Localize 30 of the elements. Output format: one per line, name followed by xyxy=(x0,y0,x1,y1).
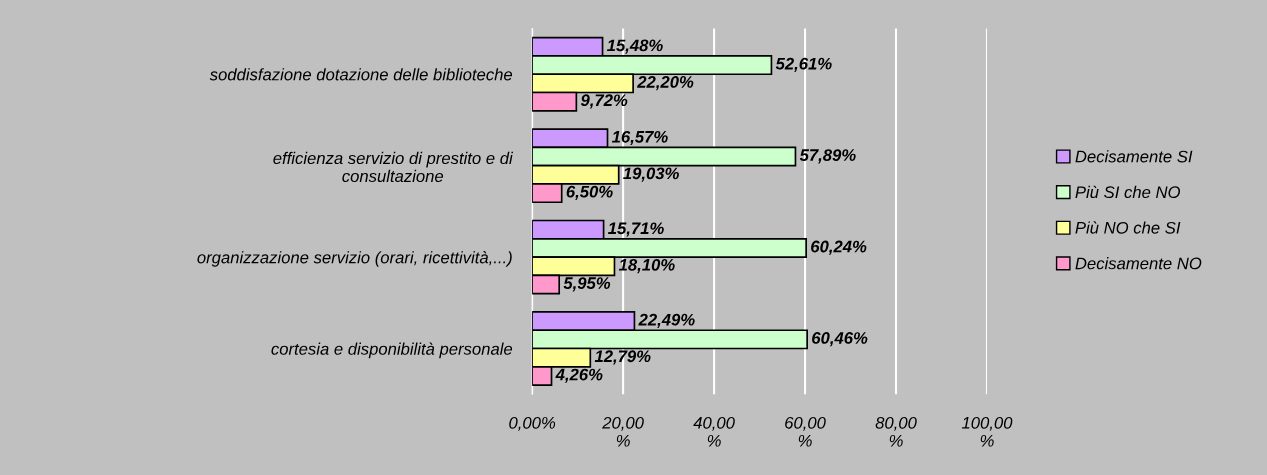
data-label: 22,20% xyxy=(637,76,694,91)
data-label: 57,89% xyxy=(799,149,856,164)
data-label: 12,79% xyxy=(594,350,651,365)
y-tick-label: organizzazione servizio (orari, ricettività,...) xyxy=(197,250,512,267)
legend-label: Più SI che NO xyxy=(1075,185,1181,199)
legend-label: Decisamente NO xyxy=(1075,257,1202,270)
data-label: 18,10% xyxy=(618,258,675,274)
data-label: 60,46% xyxy=(812,332,868,347)
data-label: 19,03% xyxy=(623,167,679,182)
x-tick-label: 20,00 % xyxy=(602,416,644,447)
data-label: 16,57% xyxy=(611,130,668,146)
data-label: 15,48% xyxy=(606,39,663,54)
data-label: 52,61% xyxy=(775,57,832,72)
x-tick-label: 60,00 % xyxy=(785,416,826,447)
data-label: 6,50% xyxy=(566,185,613,200)
y-tick-label: cortesia e disponibilità personale xyxy=(271,342,513,359)
data-label: 22,49% xyxy=(638,313,695,328)
y-tick-label: soddisfazione dotazione delle biblioteche xyxy=(209,68,513,81)
y-tick-label: efficienza servizio di prestito e di consultazione xyxy=(273,151,514,183)
data-label: 60,24% xyxy=(811,240,867,255)
legend-label: Decisamente SI xyxy=(1075,150,1193,163)
x-tick-label: 0,00% xyxy=(509,416,556,431)
x-tick-label: 100,00 % xyxy=(961,416,1013,447)
legend-label: Più NO che SI xyxy=(1075,221,1181,234)
data-label: 15,71% xyxy=(608,222,664,237)
x-tick-label: 40,00 % xyxy=(693,416,735,447)
x-tick-label: 80,00 % xyxy=(875,416,917,447)
data-label: 9,72% xyxy=(580,94,628,109)
data-label: 4,26% xyxy=(555,368,603,383)
data-label: 5,95% xyxy=(563,277,611,292)
